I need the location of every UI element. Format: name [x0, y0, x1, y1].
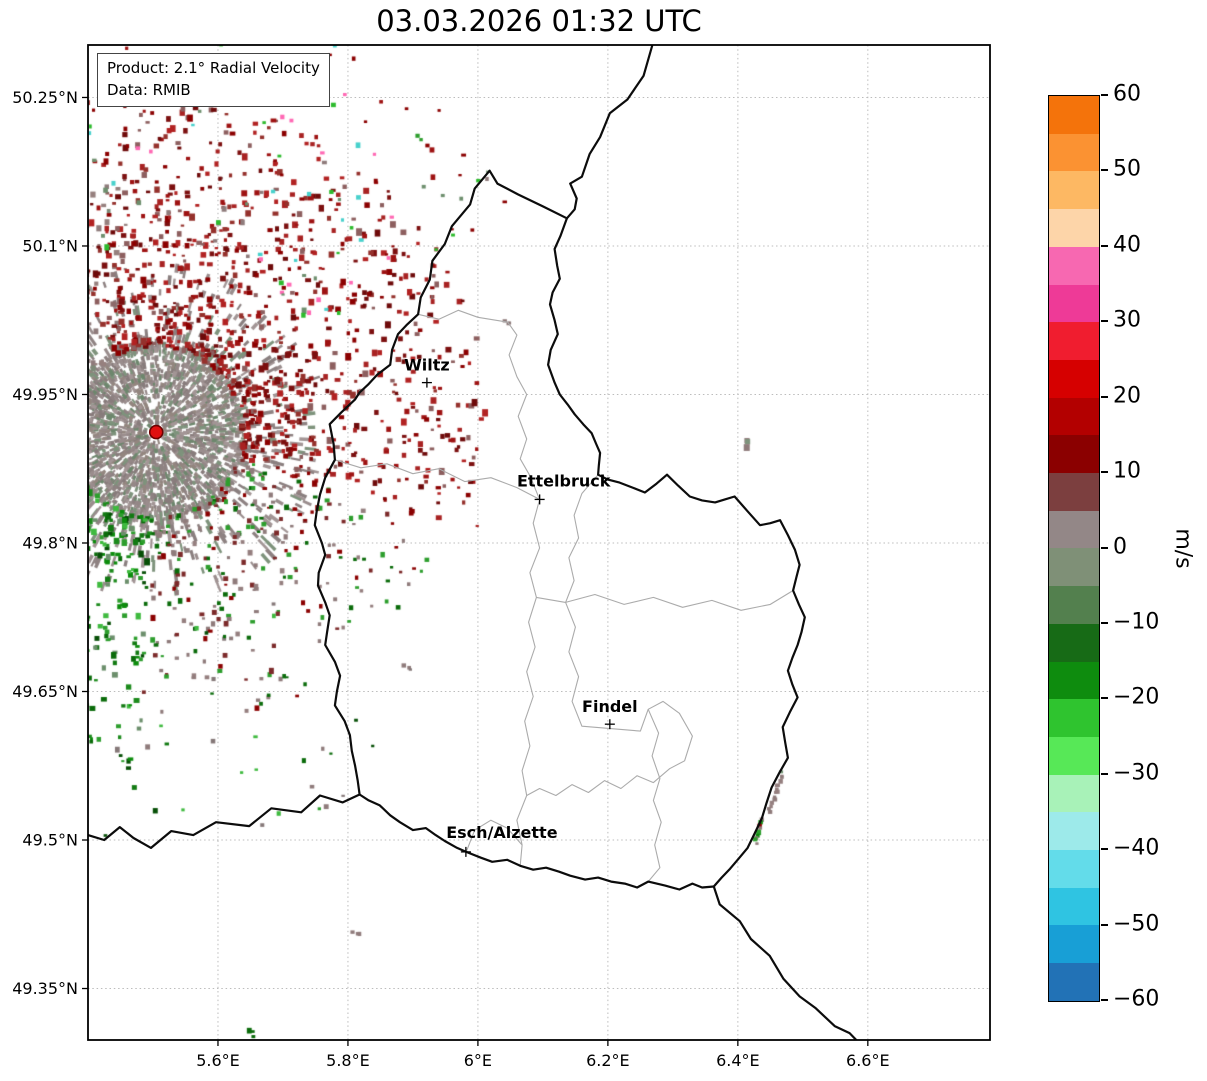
colorbar-tick-label: −60: [1113, 986, 1160, 1012]
colorbar-band: [1049, 623, 1099, 662]
colorbar-tick-label: −50: [1113, 911, 1160, 937]
plot-frame: [87, 44, 991, 1041]
lat-tick-label: 50.25°N: [12, 88, 78, 107]
colorbar-band: [1049, 171, 1099, 210]
lat-tick-label: 49.65°N: [12, 682, 78, 701]
colorbar-band: [1049, 812, 1099, 851]
country-border-line: [546, 217, 806, 888]
regional-border-line: [647, 709, 662, 882]
lat-tick-label: 49.8°N: [22, 533, 78, 552]
colorbar-tick-label: −40: [1113, 835, 1160, 861]
radar-site-marker: [148, 424, 164, 440]
colorbar-tick: [1101, 471, 1108, 474]
colorbar-tick-label: −20: [1113, 684, 1160, 710]
colorbar-tick: [1101, 94, 1108, 96]
colorbar-band: [1049, 963, 1099, 1001]
colorbar-tick: [1101, 697, 1108, 700]
colorbar-band: [1049, 699, 1099, 737]
regional-border-line: [526, 602, 693, 797]
colorbar-tick: [1101, 320, 1108, 323]
colorbar-band: [1049, 586, 1099, 624]
colorbar-tick-label: 40: [1113, 232, 1141, 258]
colorbar-tick-label: 20: [1113, 383, 1141, 409]
colorbar-band: [1049, 661, 1099, 700]
colorbar-tick-label: 60: [1113, 81, 1141, 107]
colorbar-band: [1049, 435, 1099, 474]
city-markers: Wiltz Ettelbruck Findel Esch/Alzette: [404, 356, 638, 857]
colorbar-tick: [1101, 169, 1108, 172]
regional-border-line: [465, 819, 523, 853]
colorbar-band: [1049, 133, 1099, 172]
colorbar-band: [1049, 209, 1099, 247]
city-label: Wiltz: [404, 356, 450, 375]
colorbar-tick: [1101, 395, 1108, 398]
regional-border-line: [516, 499, 541, 866]
colorbar-band: [1049, 850, 1099, 888]
colorbar-band: [1049, 284, 1099, 323]
colorbar-band: [1049, 96, 1099, 134]
country-border-line: [313, 169, 569, 796]
colorbar-band: [1049, 322, 1099, 360]
colorbar-band: [1049, 510, 1099, 549]
colorbar-tick-label: 10: [1113, 458, 1141, 484]
city-label: Ettelbruck: [517, 471, 611, 490]
colorbar-band: [1049, 473, 1099, 511]
country-borders: [88, 45, 858, 1040]
data-source-line: Data: RMIB: [107, 80, 191, 99]
product-line: Product: 2.1° Radial Velocity: [107, 59, 320, 77]
colorbar-tick-label: −10: [1113, 609, 1160, 635]
colorbar-tick: [1101, 244, 1108, 247]
regional-border-line: [334, 459, 540, 500]
colorbar-tick: [1101, 848, 1108, 851]
radar-echo-layer: [88, 45, 990, 1040]
product-info-box: Product: 2.1° Radial Velocity Data: RMIB: [97, 53, 330, 107]
colorbar-tick: [1101, 999, 1108, 1001]
regional-border-line: [417, 309, 541, 500]
country-border-line: [358, 793, 715, 891]
country-border-line: [88, 793, 361, 850]
colorbar-band: [1049, 246, 1099, 285]
lon-tick-label: 6.6°E: [846, 1051, 890, 1070]
colorbar-tick: [1101, 621, 1108, 624]
lon-tick-label: 6.4°E: [716, 1051, 760, 1070]
lon-tick-label: 5.6°E: [196, 1051, 240, 1070]
colorbar-band: [1049, 548, 1099, 587]
country-border-line: [712, 885, 858, 1040]
lat-tick-label: 50.1°N: [22, 236, 78, 255]
plot-title: 03.03.2026 01:32 UTC: [376, 4, 702, 38]
colorbar-unit-label: m/s: [1170, 528, 1196, 569]
colorbar-tick-label: −30: [1113, 760, 1160, 786]
regional-border-line: [536, 590, 794, 611]
colorbar-tick-label: 0: [1113, 534, 1127, 559]
city-label: Findel: [582, 697, 638, 716]
colorbar: [1048, 95, 1100, 1002]
colorbar-band: [1049, 359, 1099, 398]
country-border-line: [565, 45, 654, 220]
lon-tick-label: 5.8°E: [326, 1051, 370, 1070]
lat-tick-label: 49.95°N: [12, 385, 78, 404]
colorbar-band: [1049, 774, 1099, 813]
regional-borders: [334, 309, 794, 882]
colorbar-tick: [1101, 546, 1108, 549]
colorbar-band: [1049, 397, 1099, 436]
colorbar-tick-label: 50: [1113, 156, 1141, 182]
colorbar-band: [1049, 736, 1099, 775]
colorbar-tick: [1101, 923, 1108, 926]
colorbar-band: [1049, 887, 1099, 926]
colorbar-band: [1049, 925, 1099, 964]
lon-tick-label: 6°E: [464, 1051, 492, 1070]
colorbar-tick-label: 30: [1113, 307, 1141, 333]
lat-tick-label: 49.35°N: [12, 979, 78, 998]
city-label: Esch/Alzette: [446, 823, 558, 842]
regional-border-line: [565, 474, 599, 603]
lat-tick-label: 49.5°N: [22, 831, 78, 850]
colorbar-tick: [1101, 772, 1108, 775]
lon-tick-label: 6.2°E: [586, 1051, 630, 1070]
